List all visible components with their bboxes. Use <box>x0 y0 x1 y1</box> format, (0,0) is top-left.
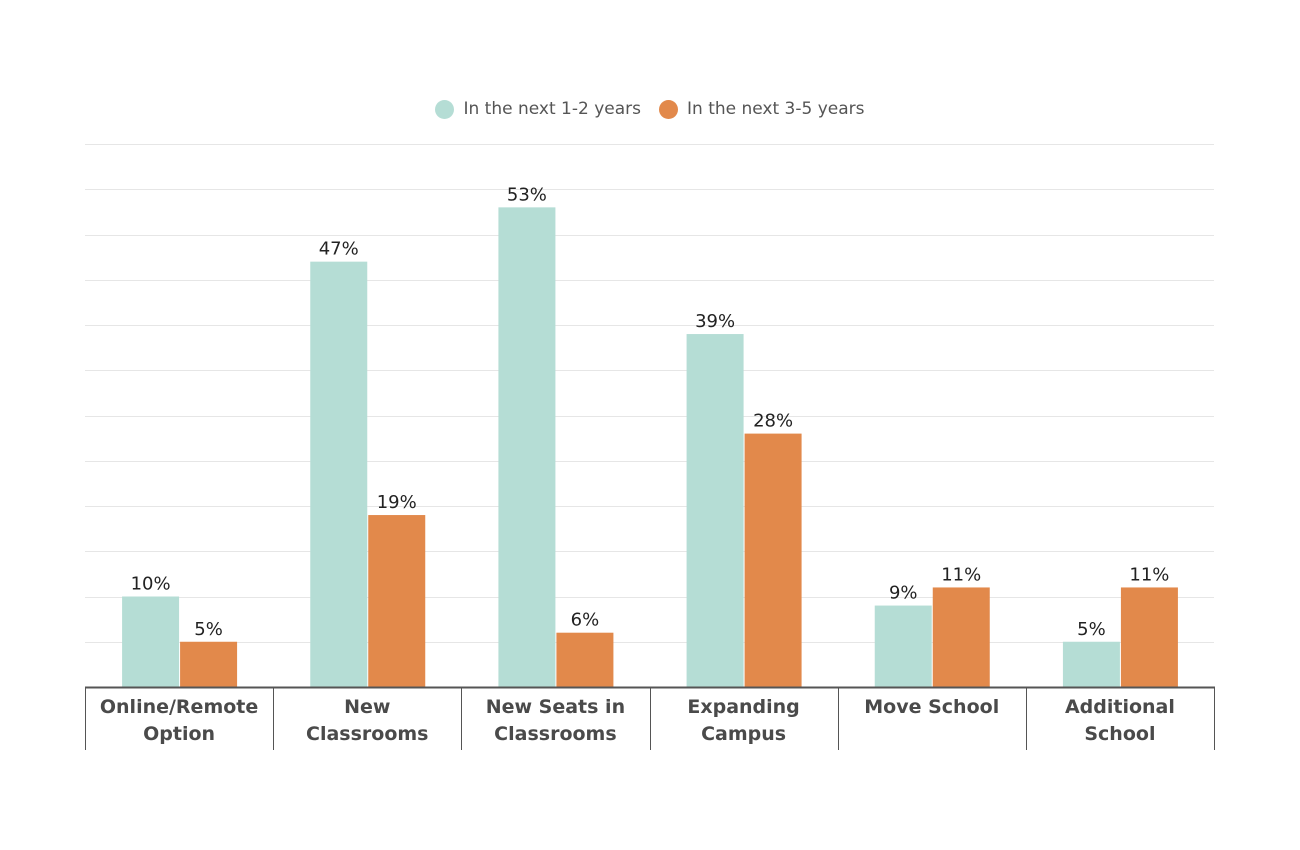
category-label: Classrooms <box>494 723 616 745</box>
data-label: 53% <box>507 184 547 205</box>
bar-3-5-years[interactable] <box>744 433 802 687</box>
legend-label-1-2-years: In the next 1-2 years <box>463 99 641 119</box>
category-label: School <box>1084 723 1155 745</box>
legend-item-3-5-years[interactable]: In the next 3-5 years <box>659 99 865 119</box>
category-label: Option <box>143 723 215 745</box>
data-label: 10% <box>131 574 171 595</box>
legend-swatch-1-2-years <box>435 99 455 119</box>
bar-3-5-years[interactable] <box>180 641 238 687</box>
category-label: New <box>344 696 390 718</box>
data-label: 9% <box>889 583 918 604</box>
category-label: Additional <box>1065 696 1175 718</box>
legend-swatch-3-5-years <box>659 99 678 119</box>
data-label: 47% <box>319 239 359 260</box>
data-label: 39% <box>695 311 735 332</box>
data-label: 6% <box>571 610 600 631</box>
data-label: 11% <box>941 564 981 585</box>
bar-1-2-years[interactable] <box>874 605 932 687</box>
legend-label-3-5-years: In the next 3-5 years <box>687 99 865 119</box>
bar-1-2-years[interactable] <box>498 207 556 687</box>
bar-3-5-years[interactable] <box>556 632 614 687</box>
data-label: 28% <box>753 411 793 432</box>
category-label: Expanding <box>687 696 799 718</box>
data-label: 5% <box>1077 619 1106 640</box>
bar-1-2-years[interactable] <box>1062 641 1120 687</box>
bar-3-5-years[interactable] <box>1120 587 1178 687</box>
bar-1-2-years[interactable] <box>686 334 744 687</box>
legend: In the next 1-2 years In the next 3-5 ye… <box>0 99 1300 119</box>
bar-1-2-years[interactable] <box>122 596 180 688</box>
bar-3-5-years[interactable] <box>368 515 426 687</box>
category-label: Move School <box>864 696 999 718</box>
category-label: Classrooms <box>306 723 428 745</box>
data-label: 19% <box>377 492 417 513</box>
category-label: New Seats in <box>486 696 625 718</box>
category-label: Campus <box>701 723 786 745</box>
category-label: Online/Remote <box>100 696 258 718</box>
bar-1-2-years[interactable] <box>310 261 368 687</box>
data-label: 5% <box>194 619 223 640</box>
legend-item-1-2-years[interactable]: In the next 1-2 years <box>435 99 641 119</box>
data-label: 11% <box>1129 564 1169 585</box>
bar-3-5-years[interactable] <box>932 587 990 687</box>
